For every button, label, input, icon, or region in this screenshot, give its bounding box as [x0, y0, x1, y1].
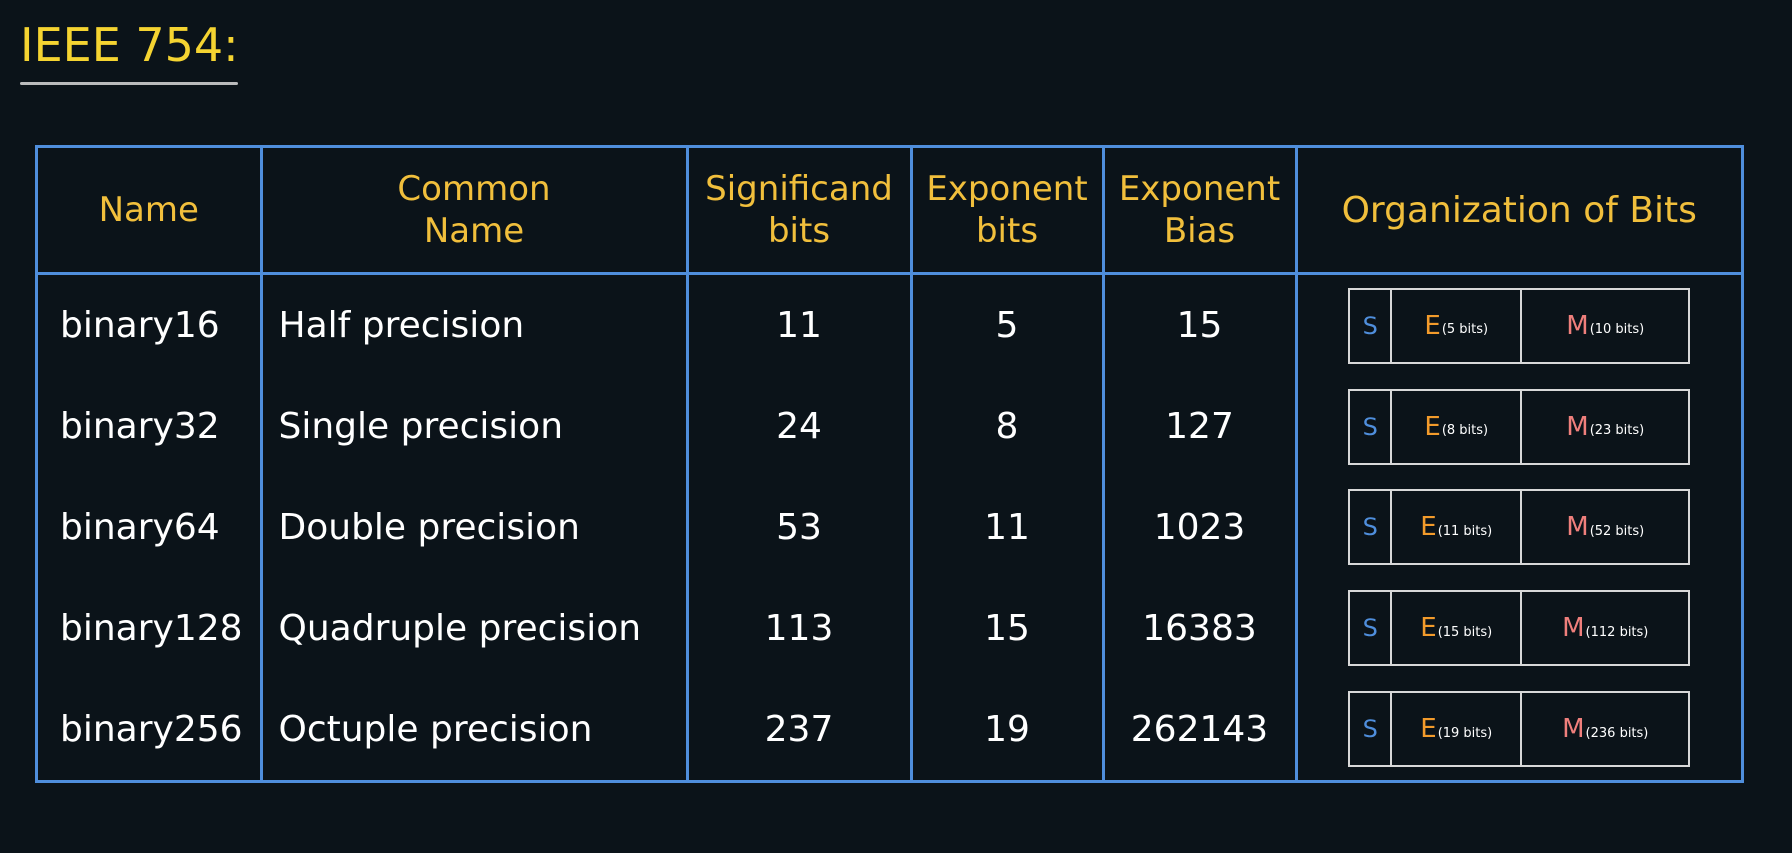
cell-organization: S E (11 bits) M (52 bits)	[1296, 477, 1741, 578]
exponent-segment: E (19 bits)	[1392, 693, 1523, 766]
exponent-segment: E (5 bits)	[1392, 289, 1523, 362]
cell-common-name: Single precision	[261, 376, 689, 477]
exponent-letter: E	[1420, 512, 1437, 543]
exponent-letter: E	[1420, 613, 1437, 644]
exponent-letter: E	[1424, 411, 1441, 442]
mantissa-letter: M	[1566, 310, 1589, 341]
sign-segment: S	[1350, 592, 1393, 665]
cell-common-name: Double precision	[261, 477, 689, 578]
cell-exponent-bits: 8	[911, 376, 1105, 477]
cell-common-name: Octuple precision	[261, 678, 689, 780]
cell-name: binary256	[38, 678, 263, 780]
cell-exponent-bias: 16383	[1103, 577, 1298, 679]
table-row: binary256 Octuple precision 237 19 26214…	[38, 678, 1741, 780]
cell-significand-bits: 53	[687, 477, 913, 578]
exponent-segment: E (8 bits)	[1392, 390, 1523, 463]
ieee754-table: Name Common Name Significand bits Exponent…	[35, 145, 1744, 783]
cell-organization: S E (15 bits) M (112 bits)	[1296, 578, 1741, 679]
exponent-size: (19 bits)	[1437, 725, 1493, 741]
table-row: binary32 Single precision 24 8 127 S E (8…	[38, 376, 1741, 477]
cell-significand-bits: 113	[687, 577, 913, 679]
title-underline	[20, 82, 238, 85]
mantissa-segment: M (236 bits)	[1522, 693, 1688, 765]
header-name: Name	[38, 148, 263, 275]
cell-exponent-bits: 5	[911, 273, 1105, 377]
cell-organization: S E (5 bits) M (10 bits)	[1296, 274, 1741, 377]
exponent-size: (15 bits)	[1437, 624, 1493, 640]
cell-name: binary64	[38, 477, 263, 578]
mantissa-size: (10 bits)	[1589, 322, 1645, 337]
formats-grid: Name Common Name Significand bits Exponent…	[38, 148, 1741, 780]
mantissa-letter: M	[1566, 411, 1589, 442]
mantissa-segment: M (52 bits)	[1522, 491, 1688, 563]
sign-segment: S	[1350, 693, 1393, 766]
table-row: binary64 Double precision 53 11 1023 S E…	[38, 477, 1741, 578]
mantissa-letter: M	[1562, 613, 1585, 644]
mantissa-segment: M (10 bits)	[1522, 290, 1688, 362]
bit-layout-diagram: S E (15 bits) M (112 bits)	[1348, 590, 1691, 667]
mantissa-size: (52 bits)	[1589, 523, 1645, 539]
exponent-size: (5 bits)	[1441, 322, 1489, 337]
cell-significand-bits: 24	[687, 376, 913, 477]
exponent-letter: E	[1424, 310, 1441, 341]
mantissa-size: (23 bits)	[1589, 423, 1645, 438]
sign-segment: S	[1350, 289, 1393, 362]
cell-name: binary128	[38, 577, 263, 679]
header-exponent-bias: Exponent Bias	[1103, 148, 1298, 275]
cell-exponent-bits: 15	[911, 577, 1105, 679]
exponent-letter: E	[1420, 714, 1437, 745]
sign-segment: S	[1350, 491, 1393, 564]
cell-exponent-bits: 19	[911, 678, 1105, 780]
bit-layout-diagram: S E (11 bits) M (52 bits)	[1348, 489, 1691, 566]
table-row: binary16 Half precision 11 5 15 S E (5 bi…	[38, 273, 1741, 377]
cell-exponent-bias: 1023	[1103, 477, 1298, 578]
cell-common-name: Quadruple precision	[261, 577, 689, 679]
header-exponent-bits: Exponent bits	[911, 148, 1105, 275]
cell-exponent-bias: 15	[1103, 273, 1298, 377]
cell-exponent-bias: 127	[1103, 376, 1298, 477]
header-row: Name Common Name Significand bits Exponent…	[38, 148, 1741, 275]
cell-significand-bits: 11	[687, 273, 913, 377]
header-organization: Organization of Bits	[1296, 148, 1741, 275]
bit-layout-diagram: S E (19 bits) M (236 bits)	[1348, 691, 1691, 768]
mantissa-letter: M	[1562, 714, 1585, 745]
mantissa-size: (112 bits)	[1585, 624, 1649, 640]
cell-common-name: Half precision	[261, 273, 689, 377]
cell-organization: S E (8 bits) M (23 bits)	[1296, 376, 1741, 477]
exponent-size: (11 bits)	[1437, 523, 1493, 539]
bit-layout-diagram: S E (8 bits) M (23 bits)	[1348, 388, 1691, 465]
mantissa-size: (236 bits)	[1585, 725, 1649, 741]
page-title: IEEE 754:	[20, 18, 239, 72]
bit-layout-diagram: S E (5 bits) M (10 bits)	[1348, 287, 1691, 364]
exponent-segment: E (11 bits)	[1392, 491, 1523, 564]
cell-organization: S E (19 bits) M (236 bits)	[1296, 679, 1741, 780]
mantissa-segment: M (112 bits)	[1522, 592, 1688, 664]
exponent-size: (8 bits)	[1441, 423, 1489, 438]
mantissa-letter: M	[1566, 512, 1589, 543]
cell-name: binary16	[38, 273, 263, 377]
table-row: binary128 Quadruple precision 113 15 163…	[38, 577, 1741, 679]
cell-significand-bits: 237	[687, 678, 913, 780]
cell-name: binary32	[38, 376, 263, 477]
header-common-name: Common Name	[261, 148, 689, 275]
cell-exponent-bits: 11	[911, 477, 1105, 578]
sign-segment: S	[1350, 390, 1393, 463]
exponent-segment: E (15 bits)	[1392, 592, 1523, 665]
header-significand-bits: Significand bits	[687, 148, 913, 275]
cell-exponent-bias: 262143	[1103, 678, 1298, 780]
mantissa-segment: M (23 bits)	[1522, 391, 1688, 463]
